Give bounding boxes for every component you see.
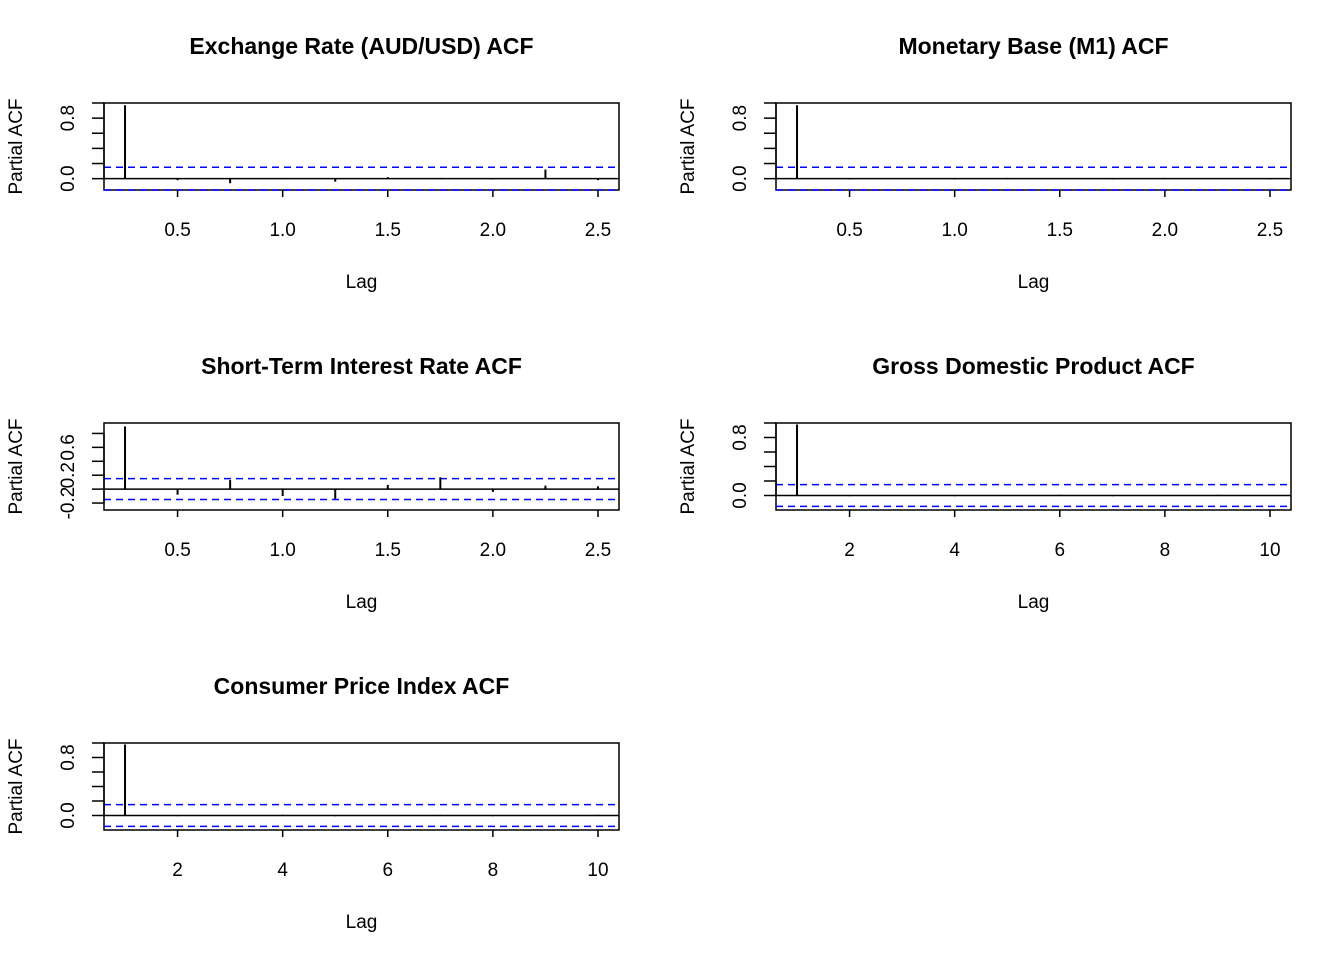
x-tick-label: 0.5 <box>164 540 190 561</box>
x-tick-label: 6 <box>382 860 393 881</box>
plot-frame <box>103 102 620 191</box>
plot-frame <box>103 742 620 831</box>
y-axis-label: Partial ACF <box>678 418 699 514</box>
x-axis-label: Lag <box>346 272 378 293</box>
x-tick-label: 8 <box>1160 540 1171 561</box>
y-tick-label: 0.0 <box>58 165 79 191</box>
panel-title: Consumer Price Index ACF <box>214 673 510 699</box>
y-tick-label: 0.8 <box>58 105 79 131</box>
y-axis-label: Partial ACF <box>6 738 27 834</box>
acf-panel-4: Gross Domestic Product ACF 2 4 6 8 10 0.0 0.8 Pa… <box>678 353 1292 613</box>
y-axis-label: Partial ACF <box>6 418 27 514</box>
x-tick-label: 2.0 <box>480 220 506 241</box>
x-tick-label: 2.5 <box>585 540 611 561</box>
panel-title: Short-Term Interest Rate ACF <box>201 353 522 379</box>
acf-panel-3: Short-Term Interest Rate ACF 0.5 1.0 1.5 2.0… <box>6 353 620 613</box>
y-tick-label: 0.0 <box>58 802 79 828</box>
x-tick-label: 2.5 <box>1257 220 1283 241</box>
acf-panel-5: Consumer Price Index ACF 2 4 6 8 10 0.0 0.8 Part… <box>6 673 620 933</box>
x-tick-label: 2.5 <box>585 220 611 241</box>
y-tick-label: -0.2 <box>58 487 79 520</box>
y-tick-label: 0.6 <box>58 434 79 460</box>
y-tick-label: 0.0 <box>730 165 751 191</box>
panel-title: Gross Domestic Product ACF <box>872 353 1194 379</box>
x-tick-label: 1.5 <box>1047 220 1073 241</box>
acf-panel-1: Exchange Rate (AUD/USD) ACF 0.5 1.0 1.5 2.0 2… <box>6 33 620 293</box>
x-tick-label: 0.5 <box>836 220 862 241</box>
y-tick-label: 0.8 <box>730 424 751 450</box>
plot-frame <box>775 422 1292 511</box>
x-tick-label: 1.5 <box>375 540 401 561</box>
x-tick-label: 4 <box>949 540 960 561</box>
y-tick-label: 0.0 <box>730 482 751 508</box>
plot-frame <box>103 422 620 511</box>
x-tick-label: 6 <box>1054 540 1065 561</box>
x-tick-label: 1.0 <box>269 220 295 241</box>
x-tick-label: 2 <box>844 540 855 561</box>
x-tick-label: 10 <box>587 860 608 881</box>
acf-panel-2: Monetary Base (M1) ACF 0.5 1.0 1.5 2.0 2.5 0.0… <box>678 33 1292 293</box>
x-tick-label: 4 <box>277 860 288 881</box>
y-tick-label: 0.8 <box>730 105 751 131</box>
y-tick-label: 0.2 <box>58 462 79 488</box>
x-axis-label: Lag <box>1018 272 1050 293</box>
plot-frame <box>775 102 1292 191</box>
x-tick-label: 0.5 <box>164 220 190 241</box>
y-axis-label: Partial ACF <box>678 98 699 194</box>
x-tick-label: 10 <box>1259 540 1280 561</box>
x-tick-label: 2.0 <box>480 540 506 561</box>
x-tick-label: 1.0 <box>269 540 295 561</box>
panel-title: Monetary Base (M1) ACF <box>898 33 1168 59</box>
x-tick-label: 1.0 <box>941 220 967 241</box>
x-tick-label: 2 <box>172 860 183 881</box>
x-axis-label: Lag <box>346 912 378 933</box>
y-tick-label: 0.8 <box>58 744 79 770</box>
x-tick-label: 1.5 <box>375 220 401 241</box>
panel-title: Exchange Rate (AUD/USD) ACF <box>189 33 533 59</box>
x-axis-label: Lag <box>1018 592 1050 613</box>
x-tick-label: 8 <box>488 860 499 881</box>
y-axis-label: Partial ACF <box>6 98 27 194</box>
x-axis-label: Lag <box>346 592 378 613</box>
x-tick-label: 2.0 <box>1152 220 1178 241</box>
